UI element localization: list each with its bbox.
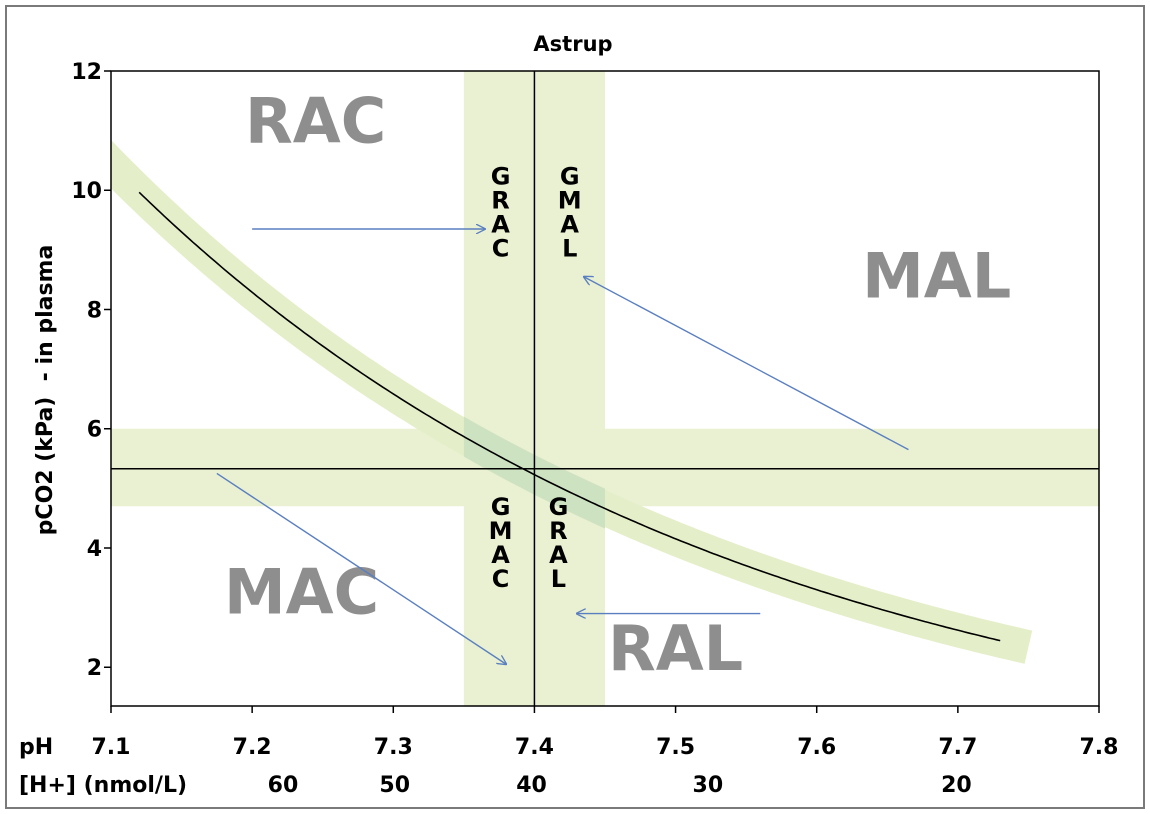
x-tick-label: 7.2 <box>233 735 272 760</box>
plot-area: RAC MAL MAC RAL G R A C G M A L G M A C G R A L <box>111 71 1099 706</box>
plot-border <box>110 70 1100 707</box>
x-tick-label: 7.7 <box>938 735 977 760</box>
h-tick-label: 50 <box>379 773 410 798</box>
region-label-mac: MAC <box>224 556 379 629</box>
h-tick-label: 60 <box>268 773 299 798</box>
h-tick-label: 30 <box>693 773 724 798</box>
region-label-rac: RAC <box>245 85 386 158</box>
h-tick-label: 20 <box>941 773 972 798</box>
h-tick-label: 40 <box>516 773 547 798</box>
y-tick-label: 10 <box>71 179 102 204</box>
y-tick-label: 6 <box>87 418 102 443</box>
arrow-2 <box>584 277 909 451</box>
y-axis-label: pCO2 (kPa) - in plasma <box>33 245 58 536</box>
isobicarbonate-curve <box>138 191 1001 642</box>
region-label-mal: MAL <box>862 240 1011 313</box>
y-tick-label: 2 <box>87 656 102 681</box>
h-axis-ticks: 60 50 40 30 20 <box>268 773 972 798</box>
arrows <box>216 229 909 664</box>
y-tick-label: 4 <box>87 537 102 562</box>
h-axis-label: [H+] (nmol/L) <box>19 773 187 798</box>
region-labels: RAC MAL MAC RAL <box>224 85 1011 686</box>
y-tick-label: 12 <box>71 60 102 85</box>
x-tick-label: 7.1 <box>92 735 131 760</box>
x-tick-label: 7.3 <box>374 735 413 760</box>
y-tick-label: 8 <box>87 298 102 323</box>
x-axis-ticks: 7.1 7.2 7.3 7.4 7.5 7.6 7.7 7.8 <box>92 706 1119 760</box>
x-axis-label: pH <box>19 735 53 760</box>
y-axis-ticks: 2 4 6 8 10 12 <box>71 60 111 681</box>
x-tick-label: 7.6 <box>797 735 836 760</box>
x-tick-label: 7.5 <box>656 735 695 760</box>
vertical-labels: G R A C G M A L G M A C G R A L <box>489 162 582 593</box>
x-tick-label: 7.4 <box>515 735 554 760</box>
chart-title: Astrup <box>533 32 612 56</box>
arrow-3 <box>216 472 506 664</box>
x-tick-label: 7.8 <box>1080 735 1119 760</box>
region-label-ral: RAL <box>608 612 743 685</box>
